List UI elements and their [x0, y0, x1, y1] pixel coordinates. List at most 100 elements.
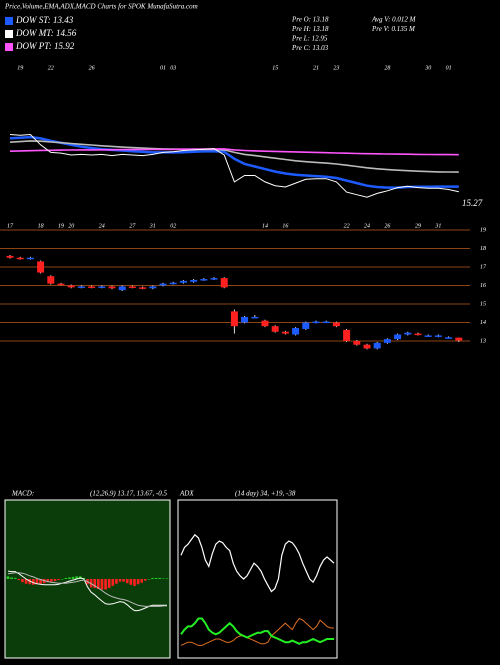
macd-hist-bar: [122, 579, 125, 582]
macd-hist-bar: [93, 579, 97, 588]
legend-swatch: [5, 30, 13, 38]
top-date-label: 30: [424, 65, 431, 71]
macd-hist-bar: [118, 579, 122, 582]
top-date-label: 23: [333, 65, 339, 71]
macd-hist-bar: [133, 579, 136, 586]
candle-body: [179, 280, 187, 283]
y-tick-label: 16: [480, 283, 486, 289]
candle-body: [98, 286, 106, 288]
macd-hist-bar: [50, 579, 53, 582]
top-date-label: 22: [48, 65, 54, 71]
candle-body: [394, 334, 402, 340]
adx-label: ADX: [179, 490, 194, 498]
macd-hist-bar: [75, 576, 78, 579]
candle-body: [353, 341, 361, 345]
macd-hist-bar: [13, 577, 17, 579]
macd-hist-bar: [6, 576, 10, 579]
candle-body: [424, 335, 432, 337]
candle-body: [230, 311, 238, 327]
stat: Pre H: 13.18: [291, 25, 329, 33]
date-label: 27: [129, 223, 136, 229]
ema-line: [9, 148, 459, 156]
macd-hist-bar: [154, 577, 158, 579]
date-label: 24: [364, 222, 370, 229]
top-date-label: 26: [89, 65, 95, 71]
y-tick-label: 17: [480, 264, 487, 270]
macd-hist-bar: [111, 579, 115, 586]
candle-body: [322, 321, 330, 324]
legend-swatch: [5, 43, 13, 51]
macd-hist-bar: [165, 578, 169, 579]
candle-body: [373, 342, 381, 349]
top-date-label: 21: [313, 65, 319, 71]
top-date-label: 28: [384, 65, 390, 71]
candle-body: [128, 286, 136, 288]
date-label: 18: [38, 223, 44, 229]
adx-line: [180, 533, 335, 593]
candle-body: [241, 316, 249, 323]
candle-body: [210, 278, 218, 280]
candle-body: [118, 286, 126, 291]
candle-body: [77, 286, 85, 288]
close-line: [9, 133, 459, 198]
date-label: 16: [282, 223, 288, 229]
y-tick-label: 19: [480, 227, 486, 233]
candle-body: [47, 276, 55, 284]
macd-hist-bar: [60, 579, 64, 580]
top-date-label: 01: [160, 65, 166, 71]
candle-body: [220, 278, 228, 288]
legend-label: DOW PT: 15.92: [15, 41, 75, 51]
date-label: 02: [170, 223, 176, 229]
top-date-label: 15: [272, 65, 278, 71]
macd-hist-bar: [147, 579, 151, 580]
candle-body: [455, 337, 463, 341]
candle-body: [159, 283, 167, 286]
date-label: 17: [7, 223, 14, 229]
macd-hist-bar: [151, 577, 154, 579]
date-label: 14: [262, 222, 268, 229]
legend-label: DOW MT: 14.56: [15, 28, 77, 38]
candle-body: [404, 332, 412, 335]
candle-body: [292, 328, 300, 335]
macd-hist-bar: [10, 577, 13, 579]
candle-body: [251, 316, 259, 319]
candle-body: [343, 329, 351, 341]
y-tick-label: 15: [480, 301, 486, 307]
plus-di-line: [180, 617, 334, 646]
legend-swatch: [5, 17, 13, 25]
candle-body: [414, 333, 422, 336]
macd-hist-bar: [115, 579, 118, 584]
macd-hist-bar: [100, 579, 104, 590]
candle-body: [6, 255, 14, 258]
adx-panel: [177, 499, 338, 659]
candle-body: [26, 257, 34, 260]
macd-hist-bar: [35, 579, 39, 585]
candle-body: [363, 344, 371, 349]
stat: Pre L: 12.95: [291, 35, 328, 43]
ema-line: [9, 135, 459, 189]
date-label: 19: [58, 223, 64, 229]
macd-hist-bar: [31, 579, 35, 585]
candle-body: [16, 257, 24, 260]
y-tick-label: 14: [480, 319, 486, 326]
macd-hist-bar: [136, 579, 140, 585]
top-date-label: 01: [446, 65, 452, 71]
candle-body: [434, 335, 442, 337]
candle-body: [190, 279, 198, 282]
adx-params: (14 day) 34, +19, -38: [235, 490, 296, 498]
candle-body: [88, 286, 96, 288]
macd-hist-bar: [158, 577, 162, 579]
macd-hist-bar: [104, 579, 107, 590]
candle-body: [37, 261, 45, 273]
macd-hist-bar: [46, 579, 50, 583]
macd-hist-bar: [64, 577, 68, 579]
top-date-label: 03: [170, 65, 176, 71]
candle-body: [108, 286, 116, 289]
candle-body: [332, 322, 340, 327]
stat: Avg V: 0.012 M: [371, 16, 417, 24]
y-tick-label: 18: [480, 246, 486, 252]
macd-hist-bar: [39, 579, 42, 584]
top-date-label: 19: [17, 65, 23, 71]
